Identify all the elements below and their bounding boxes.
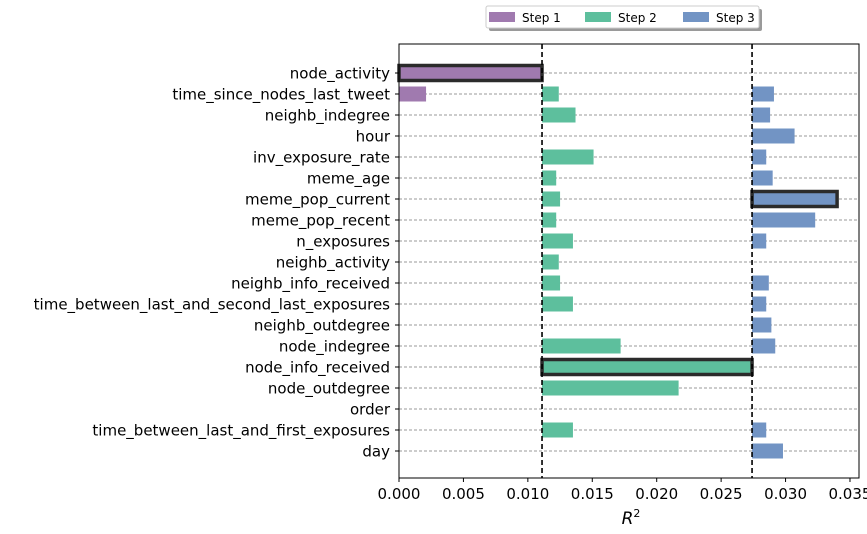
- ylabel-neighb_activity: neighb_activity: [276, 254, 390, 273]
- plot-area: node_activity time_since_nodes_last_tweet…: [34, 43, 867, 529]
- bar-step-2-node_info_received-selected: [540, 357, 754, 377]
- bar-step-2-neighb_indegree: [542, 107, 576, 123]
- legend: Step 1 Step 2 Step 3: [485, 5, 762, 31]
- legend-swatch-3: [683, 12, 709, 22]
- bar-step-3-node_indegree: [752, 338, 776, 354]
- bar-step-2-n_exposures: [542, 233, 573, 249]
- bar-step-3-n_exposures: [752, 233, 767, 249]
- ylabel-time_since_nodes_last_tweet: time_since_nodes_last_tweet: [172, 86, 390, 105]
- bar-step-3-inv_exposure_rate: [752, 149, 767, 165]
- bar-step-3-neighb_indegree: [752, 107, 771, 123]
- ylabel-inv_exposure_rate: inv_exposure_rate: [253, 149, 390, 168]
- bar-step-3-time_between_last_and_first_exposures: [752, 422, 767, 438]
- bar-step-2-node_outdegree: [542, 380, 679, 396]
- bar-step-2-meme_pop_current: [542, 191, 561, 207]
- ylabel-node_info_received: node_info_received: [245, 359, 390, 378]
- legend-label-2: Step 2: [618, 11, 657, 25]
- xtick-label-2: 0.010: [506, 485, 549, 503]
- bar-step-3-day: [752, 443, 783, 459]
- bar-step-3-neighb_outdegree: [752, 317, 772, 333]
- ylabel-hour: hour: [356, 128, 391, 146]
- ylabel-meme_pop_current: meme_pop_current: [245, 191, 390, 210]
- xtick-label-7: 0.035: [829, 485, 867, 503]
- ylabel-neighb_info_received: neighb_info_received: [231, 275, 390, 294]
- ylabel-node_indegree: node_indegree: [279, 338, 390, 357]
- xtick-label-0: 0.000: [378, 485, 421, 503]
- legend-label-3: Step 3: [716, 11, 755, 25]
- bar-step-3-time_since_nodes_last_tweet: [752, 86, 774, 102]
- bar-step-2-time_between_last_and_second_last_exposures: [542, 296, 573, 312]
- axes-frame: [398, 43, 860, 479]
- bar-step-2-node_indegree: [542, 338, 621, 354]
- xtick-label-5: 0.025: [700, 485, 743, 503]
- bar-step-1-time_since_nodes_last_tweet: [399, 86, 427, 102]
- bar-step-2-neighb_activity: [542, 254, 559, 270]
- x-axis-label: R2: [622, 507, 641, 529]
- bar-step-3-hour: [752, 128, 795, 144]
- ylabel-neighb_indegree: neighb_indegree: [265, 107, 390, 126]
- bar-step-3-meme_age: [752, 170, 773, 186]
- x-axis-label-superscript: 2: [633, 507, 640, 520]
- bar-step-2-time_between_last_and_first_exposures: [542, 422, 573, 438]
- xtick-label-6: 0.030: [764, 485, 807, 503]
- legend-label-1: Step 1: [522, 11, 561, 25]
- ylabel-node_outdegree: node_outdegree: [268, 380, 390, 399]
- bar-step-2-meme_pop_recent: [542, 212, 557, 228]
- ylabel-neighb_outdegree: neighb_outdegree: [254, 317, 390, 336]
- ylabel-n_exposures: n_exposures: [296, 233, 390, 252]
- bar-step-3-time_between_last_and_second_last_exposures: [752, 296, 767, 312]
- xtick-label-4: 0.020: [635, 485, 678, 503]
- ylabel-time_between_last_and_second_last_exposures: time_between_last_and_second_last_exposu…: [34, 296, 391, 315]
- bar-step-2-meme_age: [542, 170, 557, 186]
- ylabel-meme_age: meme_age: [307, 170, 390, 189]
- legend-swatch-2: [585, 12, 611, 22]
- ylabel-order: order: [350, 401, 391, 419]
- legend-box: [485, 5, 760, 29]
- ylabel-day: day: [362, 443, 390, 461]
- ylabel-time_between_last_and_first_exposures: time_between_last_and_first_exposures: [92, 422, 390, 441]
- xtick-label-1: 0.005: [442, 485, 485, 503]
- bar-step-3-meme_pop_current-selected: [750, 189, 839, 209]
- bar-step-3-meme_pop_recent: [752, 212, 816, 228]
- ylabel-node_activity: node_activity: [290, 65, 390, 84]
- bar-step-1-node_activity-selected: [397, 63, 544, 83]
- xtick-label-3: 0.015: [571, 485, 614, 503]
- bar-step-3-neighb_info_received: [752, 275, 769, 291]
- bar-step-2-inv_exposure_rate: [542, 149, 594, 165]
- ylabel-meme_pop_recent: meme_pop_recent: [251, 212, 390, 231]
- bar-step-2-neighb_info_received: [542, 275, 561, 291]
- legend-swatch-1: [489, 12, 515, 22]
- bar-step-2-time_since_nodes_last_tweet: [542, 86, 559, 102]
